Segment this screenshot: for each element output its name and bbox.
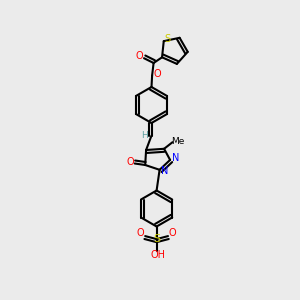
Text: OH: OH bbox=[151, 250, 166, 260]
Text: O: O bbox=[137, 228, 145, 238]
Text: O: O bbox=[153, 69, 161, 79]
Text: N: N bbox=[172, 153, 179, 164]
Text: S: S bbox=[153, 234, 160, 244]
Text: N: N bbox=[161, 166, 169, 176]
Text: S: S bbox=[164, 34, 170, 44]
Text: O: O bbox=[169, 228, 176, 238]
Text: H: H bbox=[142, 130, 148, 140]
Text: O: O bbox=[127, 157, 134, 167]
Text: Me: Me bbox=[171, 136, 184, 146]
Text: O: O bbox=[136, 51, 144, 61]
